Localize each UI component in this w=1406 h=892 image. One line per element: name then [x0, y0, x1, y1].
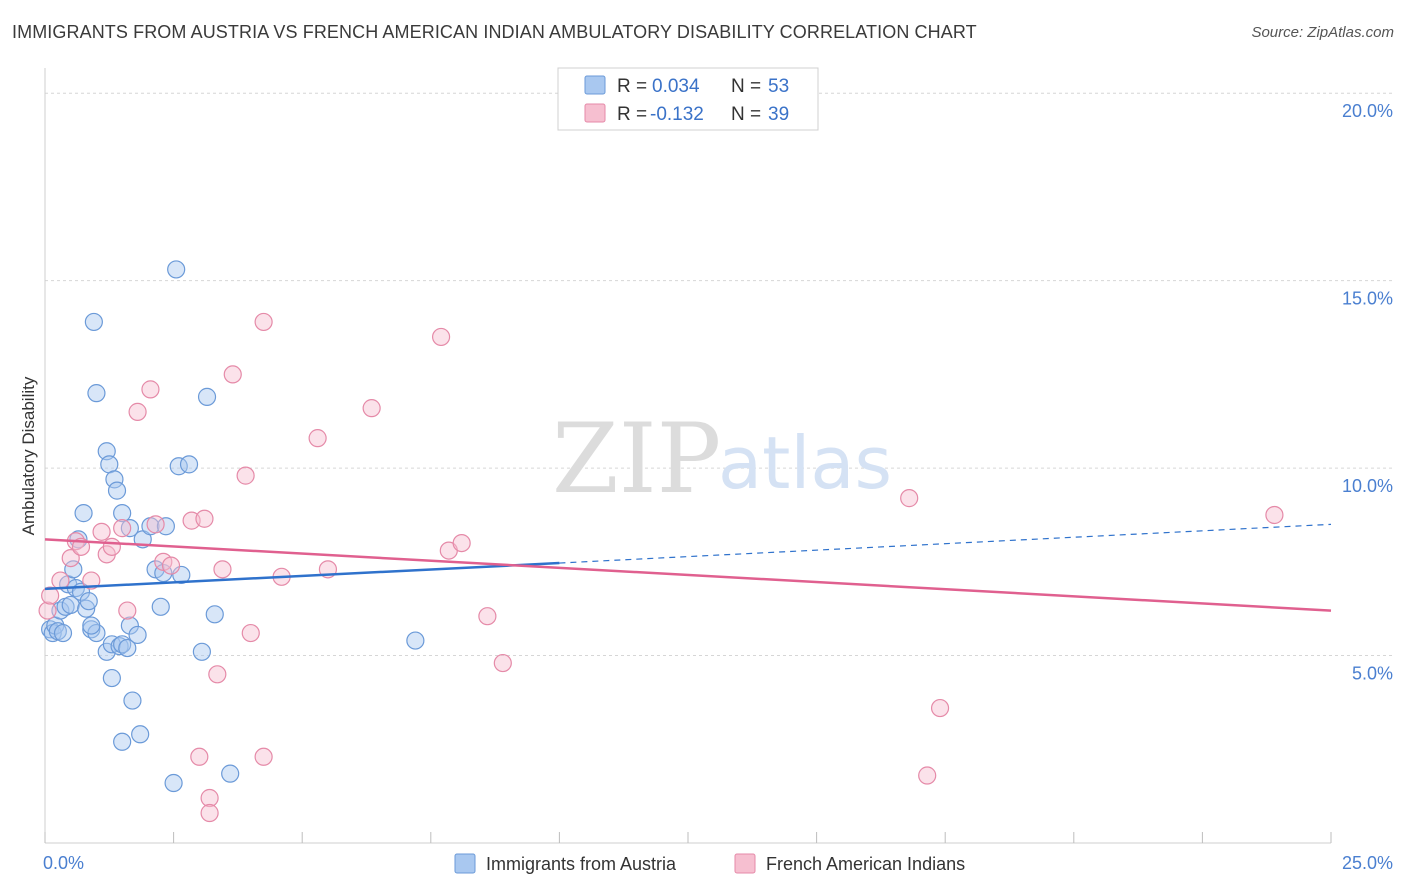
data-point-french-american-indian [213, 560, 232, 579]
data-point-austria [105, 470, 124, 489]
data-point-french-american-indian [900, 489, 919, 508]
data-point-french-american-indian [236, 466, 255, 485]
x-axis-ticks [44, 832, 1332, 843]
legend-r-label-2: R = [617, 104, 647, 125]
trend-line-austria-extrapolated [559, 523, 1332, 564]
data-point-austria [128, 625, 147, 645]
x-tick-label-min: 0.0% [43, 853, 84, 873]
bottom-legend-label-french: French American Indians [766, 854, 965, 874]
data-point-french-american-indian [41, 586, 60, 605]
data-point-austria [179, 455, 199, 474]
legend-swatch-blue [584, 75, 606, 95]
data-point-french-american-indian [102, 537, 121, 556]
data-point-french-american-indian [254, 312, 273, 332]
data-point-french-american-indian [190, 747, 209, 766]
data-point-austria [74, 504, 93, 523]
data-point-austria [118, 638, 137, 658]
y-tick-label: 10.0% [1342, 476, 1393, 496]
data-point-french-american-indian [431, 327, 451, 347]
data-point-austria [53, 623, 73, 643]
data-point-french-american-indian [493, 653, 512, 673]
data-point-austria [102, 668, 121, 688]
data-point-french-american-indian [118, 601, 137, 620]
data-point-french-american-indian [254, 747, 273, 766]
data-point-french-american-indian [208, 665, 227, 684]
watermark-zip: ZIP [552, 403, 721, 515]
data-point-austria [107, 481, 127, 500]
bottom-legend-label-austria: Immigrants from Austria [486, 854, 677, 874]
bottom-legend: Immigrants from Austria French American … [454, 853, 965, 874]
data-point-austria [221, 764, 240, 783]
series-austria-points [41, 260, 425, 793]
legend-swatch-pink [584, 103, 606, 123]
data-point-austria [113, 504, 132, 523]
data-point-french-american-indian [141, 380, 160, 399]
bottom-legend-swatch-blue [454, 853, 476, 874]
legend-r-label-1: R = [617, 76, 647, 97]
data-point-french-american-indian [146, 515, 165, 534]
legend-r-value-2: -0.132 [650, 104, 704, 125]
chart-title: IMMIGRANTS FROM AUSTRIA VS FRENCH AMERIC… [12, 22, 977, 42]
data-point-french-american-indian [308, 429, 327, 448]
data-point-french-american-indian [128, 402, 147, 421]
data-point-austria [205, 605, 224, 624]
data-point-french-american-indian [161, 556, 181, 575]
data-point-austria [164, 773, 183, 793]
x-tick-label-max: 25.0% [1342, 853, 1393, 873]
watermark-atlas: atlas [718, 421, 892, 505]
trend-line-austria [44, 561, 560, 591]
data-point-french-american-indian [200, 803, 219, 823]
data-point-austria [79, 592, 98, 611]
legend-n-label-2: N = [731, 104, 761, 125]
data-point-french-american-indian [113, 519, 132, 538]
y-tick-label: 15.0% [1342, 289, 1393, 309]
data-point-austria [197, 387, 217, 406]
data-point-austria [82, 616, 101, 635]
trend-lines [44, 523, 1332, 612]
data-point-austria [61, 595, 80, 615]
trend-line-french-american-indian [44, 538, 1332, 612]
data-point-austria [151, 597, 170, 616]
legend-n-value-2: 39 [768, 104, 789, 125]
bottom-legend-swatch-pink [734, 853, 756, 874]
data-point-austria [120, 519, 139, 538]
grid-lines [45, 92, 1395, 657]
data-point-french-american-indian [1265, 505, 1284, 525]
data-point-french-american-indian [241, 623, 260, 643]
data-point-french-american-indian [362, 399, 381, 418]
data-point-austria [123, 691, 142, 710]
data-point-austria [87, 384, 106, 403]
data-point-french-american-indian [38, 601, 57, 620]
source-label: Source: ZipAtlas.com [1251, 24, 1394, 41]
data-point-austria [406, 631, 425, 650]
data-point-french-american-indian [92, 522, 111, 541]
data-point-austria [131, 725, 150, 744]
series-french-american-indian-points [38, 312, 1284, 823]
data-point-austria [113, 732, 132, 751]
data-point-french-american-indian [223, 365, 242, 384]
data-point-french-american-indian [478, 607, 497, 626]
data-point-french-american-indian [930, 698, 950, 718]
data-point-austria [64, 560, 83, 579]
data-point-french-american-indian [61, 548, 80, 568]
legend-n-value-1: 53 [768, 76, 789, 97]
legend-box: R = 0.034 N = 53 R = -0.132 N = 39 [557, 67, 819, 131]
data-point-austria [167, 260, 186, 279]
data-point-austria [120, 616, 139, 635]
data-point-french-american-indian [82, 571, 101, 590]
data-point-french-american-indian [918, 766, 937, 785]
y-tick-label: 5.0% [1352, 664, 1393, 684]
data-point-french-american-indian [452, 533, 471, 553]
y-tick-label: 20.0% [1342, 101, 1393, 121]
y-axis-label: Ambulatory Disability [19, 376, 38, 535]
data-point-french-american-indian [200, 788, 219, 808]
data-point-austria [192, 642, 211, 661]
legend-r-value-1: 0.034 [652, 76, 700, 97]
data-point-french-american-indian [195, 509, 214, 528]
legend-n-label-1: N = [731, 76, 761, 97]
data-point-austria [84, 312, 103, 332]
y-tick-labels: 5.0% 10.0% 15.0% 20.0% [1342, 101, 1393, 683]
